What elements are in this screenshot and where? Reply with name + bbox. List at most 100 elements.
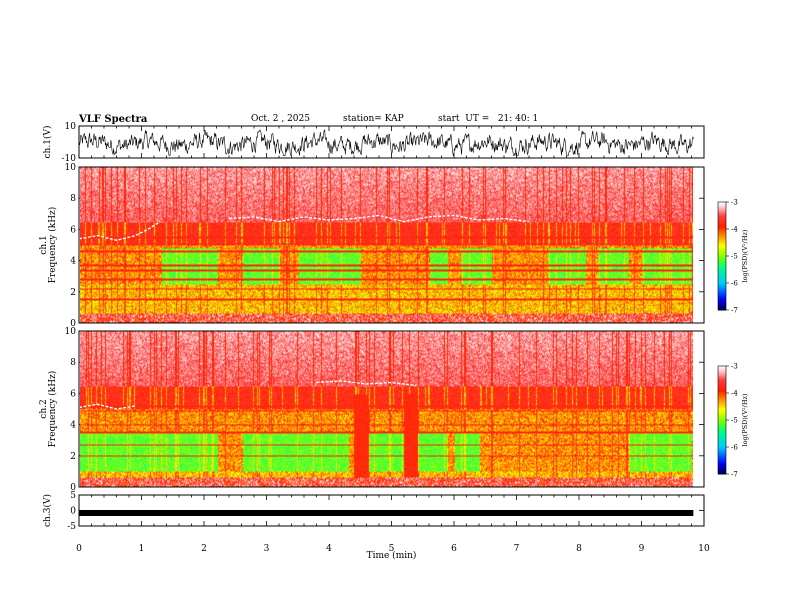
colorbar-cell bbox=[718, 266, 726, 270]
panel-frame bbox=[78, 494, 705, 527]
colorbar-cell bbox=[718, 465, 726, 468]
colorbar-cell bbox=[718, 447, 726, 450]
y-axis-label: ch.2 bbox=[39, 399, 49, 418]
x-tick-label: 0 bbox=[76, 544, 82, 554]
colorbar-cell bbox=[718, 412, 726, 416]
colorbar-cell bbox=[718, 429, 726, 432]
colorbar-cell bbox=[718, 293, 726, 297]
colorbar-cell bbox=[718, 257, 726, 261]
colorbar-cell bbox=[718, 259, 726, 262]
colorbar-cell bbox=[718, 367, 726, 371]
colorbar-cell bbox=[718, 252, 726, 255]
colorbar-cell bbox=[718, 230, 726, 234]
panel-frame bbox=[78, 166, 705, 324]
x-tick-label: 2 bbox=[201, 544, 207, 554]
panel-ch1-voltage: 10 -10 ch.1(V) bbox=[42, 122, 705, 164]
colorbar-cell bbox=[718, 434, 726, 437]
colorbar-cell bbox=[718, 430, 726, 434]
colorbar-cell bbox=[718, 400, 726, 403]
colorbar-cell bbox=[718, 295, 726, 298]
colorbar-cell bbox=[718, 256, 726, 259]
colorbar-cell bbox=[718, 371, 726, 374]
colorbar-cell bbox=[718, 405, 726, 408]
y-tick-label: 10 bbox=[65, 122, 77, 132]
colorbar-cell bbox=[718, 402, 726, 405]
x-tick-label: 8 bbox=[576, 544, 582, 554]
colorbar-cell bbox=[718, 211, 726, 214]
colorbar-cell bbox=[718, 452, 726, 455]
colorbar-cell bbox=[718, 418, 726, 421]
colorbar-cell bbox=[718, 472, 726, 475]
colorbar-cell bbox=[718, 385, 726, 389]
y-tick-label: 10 bbox=[65, 163, 77, 173]
x-tick-label: 4 bbox=[326, 544, 332, 554]
colorbar-cell bbox=[718, 292, 726, 295]
station-label: station= KAP bbox=[343, 114, 404, 124]
y-axis-label: ch.1(V) bbox=[42, 126, 53, 159]
colorbar-cell bbox=[718, 403, 726, 407]
x-tick-label: 6 bbox=[451, 544, 457, 554]
colorbar-cell bbox=[718, 443, 726, 446]
colorbar-cell bbox=[718, 376, 726, 380]
colorbar-tick-label: -6 bbox=[731, 444, 738, 452]
colorbar-cell bbox=[718, 456, 726, 459]
colorbar-tick-label: -4 bbox=[731, 390, 738, 398]
y-tick-label: 8 bbox=[70, 194, 76, 204]
colorbar-cell bbox=[718, 470, 726, 473]
y-tick-label: -10 bbox=[62, 154, 77, 164]
colorbar-cell bbox=[718, 391, 726, 394]
colorbar-cell bbox=[718, 288, 726, 291]
colorbar-cell bbox=[718, 284, 726, 288]
date-label: Oct. 2 , 2025 bbox=[251, 114, 310, 124]
colorbar-cell bbox=[718, 239, 726, 243]
y-tick-label: 4 bbox=[70, 257, 76, 267]
colorbar-cell bbox=[718, 468, 726, 471]
colorbar-cell bbox=[718, 207, 726, 210]
y-tick-label: 4 bbox=[70, 421, 76, 431]
colorbar-cell bbox=[718, 272, 726, 275]
y-tick-label: 2 bbox=[70, 288, 76, 298]
ch2-spectrogram-colorbar: -3 -4 -5 -6 -7 log(PSD)(V²/Hz) bbox=[717, 363, 749, 479]
colorbar-cell bbox=[718, 270, 726, 273]
y-tick-label: 10 bbox=[65, 327, 77, 337]
colorbar-cell bbox=[718, 438, 726, 441]
colorbar-cell bbox=[718, 254, 726, 257]
colorbar-label: log(PSD)(V²/Hz) bbox=[741, 393, 749, 446]
colorbar-cell bbox=[718, 373, 726, 376]
colorbar-cell bbox=[718, 220, 726, 223]
colorbar-cell bbox=[718, 281, 726, 284]
colorbar-cell bbox=[718, 274, 726, 277]
colorbar-cell bbox=[718, 202, 726, 205]
colorbar-cell bbox=[718, 448, 726, 452]
colorbar-cell bbox=[718, 302, 726, 306]
y-tick-label: 0 bbox=[70, 483, 76, 493]
colorbar-cell bbox=[718, 394, 726, 398]
colorbar-cell bbox=[718, 299, 726, 302]
y-tick-label: 2 bbox=[70, 452, 76, 462]
colorbar-cell bbox=[718, 218, 726, 221]
y-tick-label: 0 bbox=[70, 319, 76, 329]
ch1-spectrogram-white-trace bbox=[228, 214, 530, 223]
colorbar-cell bbox=[718, 243, 726, 246]
x-tick-label: 3 bbox=[264, 544, 270, 554]
colorbar-tick-label: -3 bbox=[731, 363, 738, 371]
colorbar-cell bbox=[718, 245, 726, 248]
colorbar-cell bbox=[718, 290, 726, 293]
colorbar-cell bbox=[718, 263, 726, 266]
colorbar-cell bbox=[718, 389, 726, 392]
colorbar-cell bbox=[718, 205, 726, 208]
colorbar-cell bbox=[718, 214, 726, 217]
colorbar-cell bbox=[718, 420, 726, 423]
y-axis-label: Frequency (kHz) bbox=[47, 371, 58, 448]
colorbar-cell bbox=[718, 427, 726, 430]
colorbar-cell bbox=[718, 407, 726, 410]
colorbar-cell bbox=[718, 459, 726, 462]
colorbar-cell bbox=[718, 441, 726, 444]
colorbar-cell bbox=[718, 382, 726, 385]
colorbar-cell bbox=[718, 439, 726, 443]
colorbar-cell bbox=[718, 461, 726, 464]
colorbar-cell bbox=[718, 393, 726, 396]
colorbar-cell bbox=[718, 463, 726, 466]
colorbar-cell bbox=[718, 387, 726, 390]
